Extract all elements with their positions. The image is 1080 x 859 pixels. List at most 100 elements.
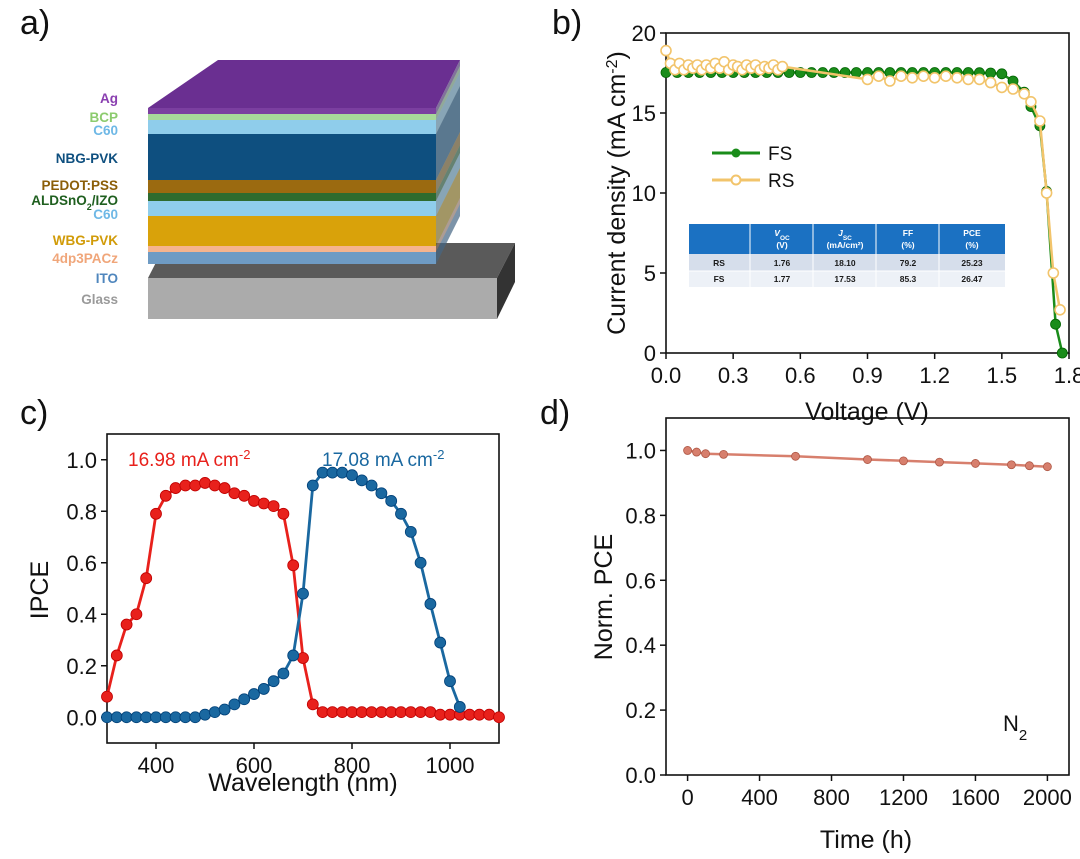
data-point — [297, 587, 309, 600]
data-point — [719, 449, 728, 459]
table-header-unit: (mA/cm²) — [827, 240, 864, 250]
data-point — [483, 708, 496, 721]
layer-label-pedot-pss: PEDOT:PSS — [41, 178, 118, 193]
x-tick-label: 0.0 — [651, 363, 682, 388]
data-point — [375, 706, 388, 718]
y-axis-label: IPCE — [26, 561, 54, 619]
x-tick-label: 600 — [236, 753, 273, 778]
device-stack-schematic — [148, 60, 515, 319]
data-point — [179, 711, 192, 724]
table-header-cell: JSC — [838, 228, 852, 242]
data-point — [355, 706, 368, 718]
table-cell: 17.53 — [834, 274, 856, 284]
data-point — [238, 693, 251, 706]
data-point — [199, 708, 211, 721]
panel-label-b: b) — [552, 4, 582, 42]
plot-frame — [106, 433, 500, 744]
data-point — [424, 706, 437, 718]
data-point — [218, 482, 231, 494]
data-point — [444, 675, 456, 688]
data-point — [660, 44, 672, 57]
x-tick-label: 0.3 — [718, 363, 749, 388]
data-point — [951, 72, 963, 84]
data-point — [1007, 83, 1019, 95]
data-point — [884, 75, 896, 87]
data-point — [218, 703, 231, 716]
data-point — [267, 500, 280, 513]
panel-label-c: c) — [20, 394, 48, 432]
table-header-cell: PCE — [963, 228, 981, 238]
x-tick-label: 800 — [813, 785, 850, 810]
table-cell: 1.77 — [774, 274, 791, 284]
x-tick-label: 400 — [741, 785, 778, 810]
y-tick-label: 0.6 — [66, 551, 97, 576]
data-point — [385, 495, 398, 507]
table-header-cell: VOC — [774, 228, 790, 242]
glass-front-face — [148, 278, 497, 319]
data-point — [973, 73, 986, 86]
table-header-unit: (%) — [901, 240, 914, 250]
data-point — [434, 708, 447, 721]
y-tick-label: 0.4 — [66, 602, 97, 627]
data-point — [984, 76, 997, 89]
y-axis-label: Current density (mA cm-2) — [603, 51, 631, 335]
x-tick-label: 1000 — [426, 753, 475, 778]
y-tick-label: 0.4 — [625, 633, 656, 658]
panel-label-a: a) — [20, 4, 50, 42]
data-point — [395, 706, 407, 718]
annotation-red-jsc: 16.98 mA cm-2 — [128, 447, 250, 472]
y-tick-label: 0.8 — [66, 499, 97, 524]
parameters-table: VOC(V) JSC(mA/cm²) FF (%) PCE (%) RS 1.76 18.10 7… — [689, 224, 1005, 287]
data-point — [297, 652, 309, 664]
annotation-blue-jsc: 17.08 mA cm-2 — [322, 447, 444, 472]
x-axis-label: Wavelength (nm) — [208, 769, 397, 797]
data-point — [776, 60, 789, 73]
data-point — [101, 690, 113, 703]
layer-label-bcp: BCP — [89, 110, 118, 125]
x-tick-label: 1.8 — [1054, 363, 1080, 388]
data-point — [1034, 115, 1046, 127]
layer-label-aldsno2-izo: ALDSnO2/IZO — [31, 193, 118, 212]
table-cell: 25.23 — [961, 258, 983, 268]
data-point — [899, 456, 908, 466]
x-tick-label: 800 — [334, 753, 371, 778]
data-point — [257, 683, 270, 695]
layer-pedot-pss-side — [436, 132, 460, 193]
data-point — [140, 572, 153, 585]
layer-wbg-pvk-side — [436, 168, 460, 246]
layer-label-c60: C60 — [93, 207, 118, 222]
layer-label-glass: Glass — [81, 292, 118, 307]
data-point — [150, 711, 162, 724]
data-point — [1043, 462, 1052, 472]
data-point — [1007, 460, 1016, 470]
data-point — [395, 507, 407, 520]
data-point — [346, 706, 358, 718]
data-point — [179, 479, 192, 492]
layer-bcp-side — [436, 66, 460, 120]
layer-ag-side — [436, 60, 460, 114]
y-tick-label: 0.6 — [625, 568, 656, 593]
data-point — [791, 451, 800, 461]
layer-c60-side — [436, 153, 460, 216]
data-point — [701, 449, 710, 459]
data-point — [355, 474, 368, 487]
data-point — [1040, 187, 1053, 199]
data-point — [424, 598, 437, 610]
data-point — [365, 479, 378, 492]
data-point — [238, 489, 251, 502]
data-point — [1056, 347, 1068, 359]
layer-nbg-pvk-front — [148, 134, 436, 180]
data-point — [267, 675, 280, 688]
data-point — [150, 507, 162, 520]
y-tick-label: 0.0 — [625, 763, 656, 788]
data-point — [1025, 96, 1037, 108]
data-point — [444, 708, 456, 721]
table-cell: 79.2 — [900, 258, 917, 268]
data-point — [169, 711, 182, 724]
layer-aldsno2-izo-front — [148, 193, 436, 201]
y-tick-label: 0 — [644, 341, 656, 366]
data-point — [248, 688, 260, 700]
layer-ito-side — [436, 204, 460, 264]
y-tick-label: 0.2 — [66, 654, 97, 679]
data-point — [996, 68, 1008, 80]
